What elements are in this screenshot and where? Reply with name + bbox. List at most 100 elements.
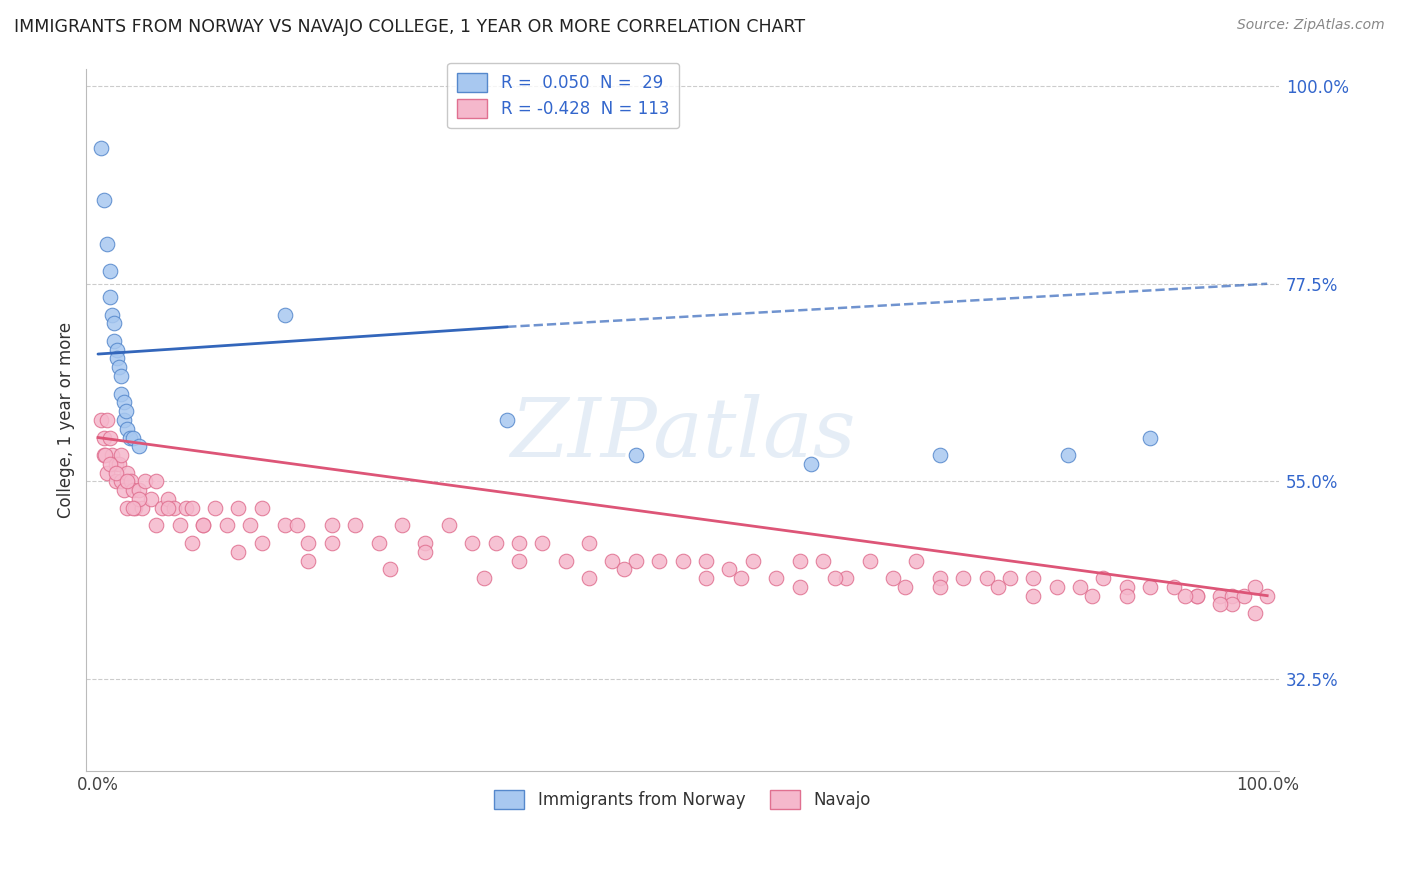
Point [624,448,647,462]
Point [1209,598,1232,612]
Point [531,536,554,550]
Point [1244,606,1267,620]
Point [613,562,636,576]
Point [98,263,121,277]
Point [859,553,882,567]
Point [174,500,197,515]
Point [718,562,741,576]
Point [472,571,495,585]
Point [157,491,180,506]
Point [928,448,950,462]
Point [976,571,998,585]
Point [118,430,141,444]
Point [94,448,117,462]
Point [128,491,150,506]
Point [671,553,693,567]
Text: Source: ZipAtlas.com: Source: ZipAtlas.com [1237,18,1385,32]
Point [835,571,858,585]
Point [104,475,127,489]
Point [180,536,202,550]
Point [1139,580,1161,594]
Point [695,571,717,585]
Point [1233,589,1256,603]
Point [415,536,437,550]
Point [120,475,142,489]
Point [893,580,915,594]
Point [250,500,273,515]
Point [112,395,135,409]
Point [115,422,138,436]
Point [1046,580,1069,594]
Point [648,553,671,567]
Point [93,194,115,208]
Point [1220,598,1243,612]
Point [128,439,150,453]
Point [115,404,138,418]
Point [193,518,215,533]
Point [391,518,413,533]
Point [215,518,238,533]
Point [344,518,367,533]
Point [139,491,162,506]
Point [226,545,249,559]
Point [496,413,519,427]
Point [110,475,132,489]
Point [128,483,150,498]
Point [169,518,191,533]
Point [98,457,121,471]
Point [122,500,145,515]
Legend: Immigrants from Norway, Navajo: Immigrants from Norway, Navajo [488,783,877,816]
Point [96,413,118,427]
Point [204,500,226,515]
Point [96,466,118,480]
Point [285,518,308,533]
Point [163,500,186,515]
Point [741,553,763,567]
Point [624,553,647,567]
Point [115,475,138,489]
Point [1256,589,1278,603]
Point [239,518,262,533]
Point [1220,589,1243,603]
Point [101,448,124,462]
Point [98,290,121,304]
Point [226,500,249,515]
Point [145,475,167,489]
Point [811,553,834,567]
Point [882,571,904,585]
Point [695,553,717,567]
Point [122,483,145,498]
Point [297,536,319,550]
Point [1115,589,1137,603]
Point [150,500,173,515]
Point [108,360,131,375]
Point [1163,580,1185,594]
Point [905,553,928,567]
Point [110,386,132,401]
Point [437,518,460,533]
Point [180,500,202,515]
Point [800,457,823,471]
Point [193,518,215,533]
Point [554,553,576,567]
Point [103,316,125,330]
Point [1244,580,1267,594]
Point [110,448,132,462]
Point [1139,430,1161,444]
Point [508,536,530,550]
Point [1057,448,1080,462]
Text: ZIPatlas: ZIPatlas [510,394,855,474]
Point [789,580,811,594]
Point [998,571,1021,585]
Point [145,518,167,533]
Point [122,430,145,444]
Point [96,237,118,252]
Point [1022,589,1045,603]
Point [321,518,343,533]
Point [824,571,846,585]
Point [157,500,180,515]
Point [987,580,1010,594]
Point [484,536,506,550]
Point [112,483,135,498]
Point [789,553,811,567]
